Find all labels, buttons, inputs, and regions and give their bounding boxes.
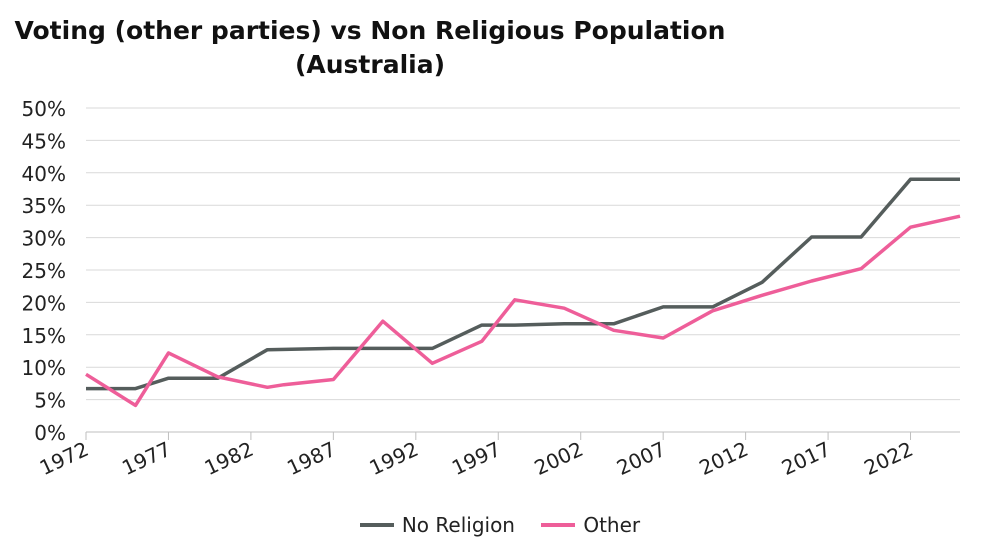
x-tick-label: 2007 xyxy=(613,437,669,480)
series-line-no-religion xyxy=(86,177,960,391)
x-tick-label: 2002 xyxy=(531,437,587,480)
y-tick-label: 0% xyxy=(34,421,66,445)
legend-item-other: Other xyxy=(541,513,640,537)
x-tick-label: 2017 xyxy=(778,437,834,480)
x-tick-label: 1997 xyxy=(448,437,504,480)
x-tick-label: 1982 xyxy=(201,437,257,480)
y-tick-label: 50% xyxy=(22,97,66,121)
y-tick-label: 45% xyxy=(22,129,66,153)
chart-title-line: Voting (other parties) vs Non Religious … xyxy=(14,16,726,45)
legend: No Religion Other xyxy=(0,508,1000,537)
x-tick-label: 1977 xyxy=(118,437,174,480)
series-line-other xyxy=(85,214,961,408)
legend-label-other: Other xyxy=(583,513,641,537)
x-tick-label: 2012 xyxy=(695,437,751,480)
chart-title: Voting (other parties) vs Non Religious … xyxy=(0,14,740,82)
y-tick-label: 30% xyxy=(22,227,66,251)
x-tick-label: 1987 xyxy=(283,437,339,480)
x-tick-label: 2022 xyxy=(860,437,916,480)
y-tick-label: 40% xyxy=(22,162,66,186)
y-tick-label: 35% xyxy=(22,194,66,218)
legend-swatch-other xyxy=(541,523,576,527)
x-tick-label: 1992 xyxy=(366,437,422,480)
y-tick-label: 25% xyxy=(22,259,66,283)
legend-label-no-religion: No Religion xyxy=(401,513,515,537)
legend-item-no-religion: No Religion xyxy=(359,513,515,537)
y-tick-label: 20% xyxy=(22,291,66,315)
legend-swatch-no-religion xyxy=(359,523,394,527)
chart-subtitle: (Australia) xyxy=(294,50,446,79)
y-tick-label: 10% xyxy=(22,356,66,380)
y-tick-label: 15% xyxy=(22,324,66,348)
y-tick-label: 5% xyxy=(34,389,66,413)
